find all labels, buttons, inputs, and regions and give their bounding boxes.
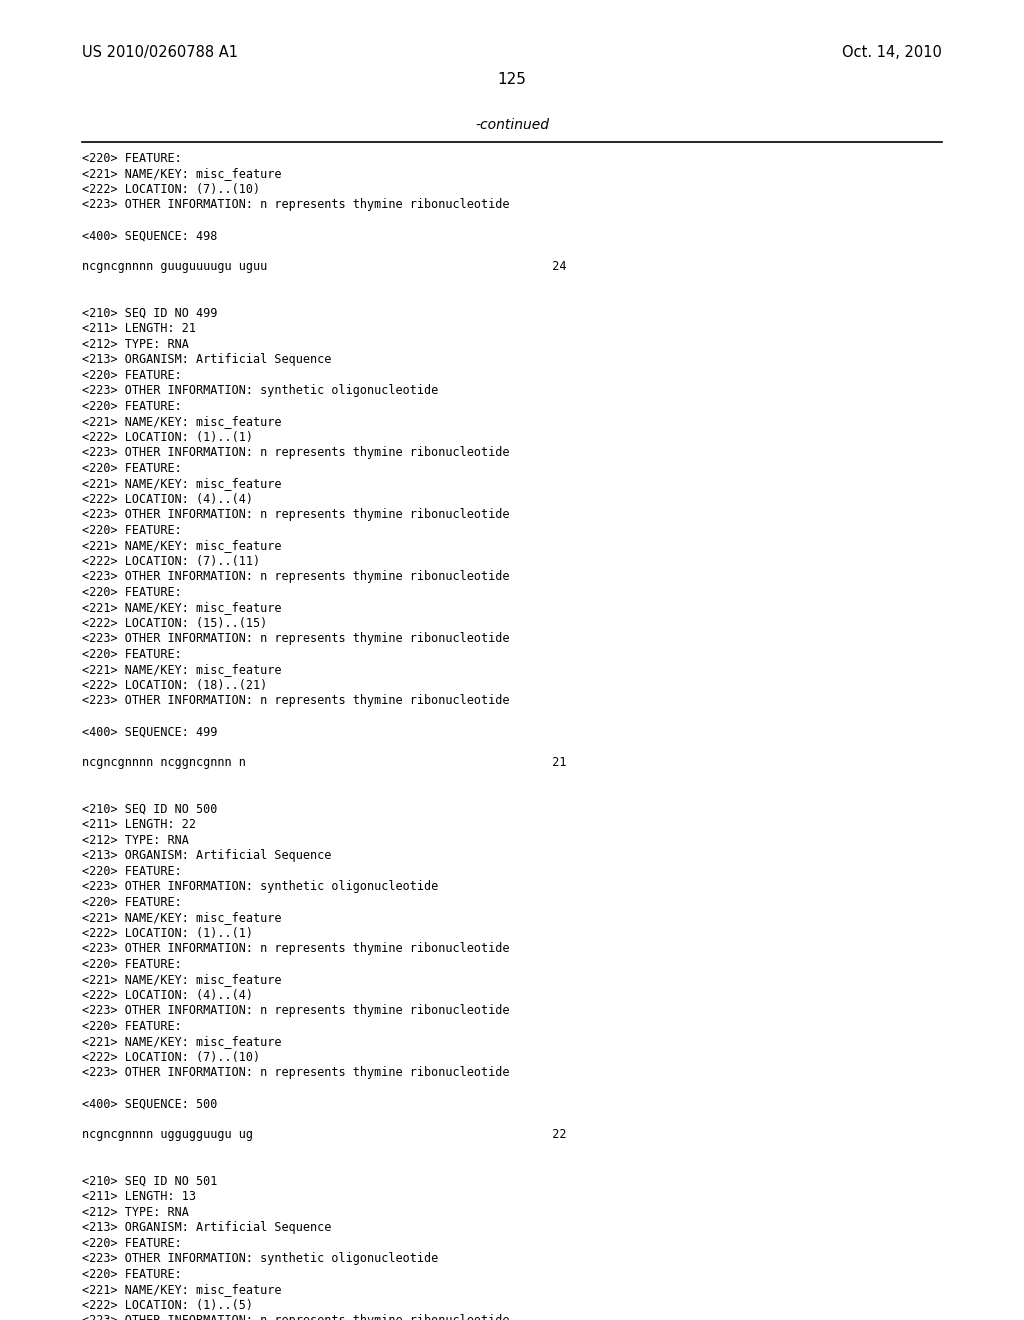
Text: <220> FEATURE:: <220> FEATURE: bbox=[82, 896, 181, 909]
Text: <223> OTHER INFORMATION: n represents thymine ribonucleotide: <223> OTHER INFORMATION: n represents th… bbox=[82, 632, 510, 645]
Text: ncgncgnnnn guuguuuugu uguu                                        24: ncgncgnnnn guuguuuugu uguu 24 bbox=[82, 260, 566, 273]
Text: <400> SEQUENCE: 499: <400> SEQUENCE: 499 bbox=[82, 726, 217, 738]
Text: <221> NAME/KEY: misc_feature: <221> NAME/KEY: misc_feature bbox=[82, 973, 282, 986]
Text: <213> ORGANISM: Artificial Sequence: <213> ORGANISM: Artificial Sequence bbox=[82, 850, 332, 862]
Text: <222> LOCATION: (4)..(4): <222> LOCATION: (4)..(4) bbox=[82, 989, 253, 1002]
Text: <223> OTHER INFORMATION: synthetic oligonucleotide: <223> OTHER INFORMATION: synthetic oligo… bbox=[82, 1253, 438, 1266]
Text: <213> ORGANISM: Artificial Sequence: <213> ORGANISM: Artificial Sequence bbox=[82, 1221, 332, 1234]
Text: <220> FEATURE:: <220> FEATURE: bbox=[82, 152, 181, 165]
Text: <222> LOCATION: (1)..(1): <222> LOCATION: (1)..(1) bbox=[82, 432, 253, 444]
Text: <221> NAME/KEY: misc_feature: <221> NAME/KEY: misc_feature bbox=[82, 168, 282, 181]
Text: <400> SEQUENCE: 498: <400> SEQUENCE: 498 bbox=[82, 230, 217, 243]
Text: <223> OTHER INFORMATION: n represents thymine ribonucleotide: <223> OTHER INFORMATION: n represents th… bbox=[82, 1005, 510, 1018]
Text: <222> LOCATION: (7)..(11): <222> LOCATION: (7)..(11) bbox=[82, 554, 260, 568]
Text: <222> LOCATION: (15)..(15): <222> LOCATION: (15)..(15) bbox=[82, 616, 267, 630]
Text: <220> FEATURE:: <220> FEATURE: bbox=[82, 524, 181, 537]
Text: <211> LENGTH: 21: <211> LENGTH: 21 bbox=[82, 322, 196, 335]
Text: <220> FEATURE:: <220> FEATURE: bbox=[82, 1020, 181, 1034]
Text: <220> FEATURE:: <220> FEATURE: bbox=[82, 1269, 181, 1280]
Text: <220> FEATURE:: <220> FEATURE: bbox=[82, 370, 181, 381]
Text: <223> OTHER INFORMATION: n represents thymine ribonucleotide: <223> OTHER INFORMATION: n represents th… bbox=[82, 1067, 510, 1080]
Text: <220> FEATURE:: <220> FEATURE: bbox=[82, 1237, 181, 1250]
Text: US 2010/0260788 A1: US 2010/0260788 A1 bbox=[82, 45, 238, 59]
Text: <223> OTHER INFORMATION: n represents thymine ribonucleotide: <223> OTHER INFORMATION: n represents th… bbox=[82, 508, 510, 521]
Text: <222> LOCATION: (1)..(5): <222> LOCATION: (1)..(5) bbox=[82, 1299, 253, 1312]
Text: <223> OTHER INFORMATION: n represents thymine ribonucleotide: <223> OTHER INFORMATION: n represents th… bbox=[82, 198, 510, 211]
Text: <220> FEATURE:: <220> FEATURE: bbox=[82, 586, 181, 599]
Text: ncgncgnnnn ncggncgnnn n                                           21: ncgncgnnnn ncggncgnnn n 21 bbox=[82, 756, 566, 770]
Text: <212> TYPE: RNA: <212> TYPE: RNA bbox=[82, 338, 188, 351]
Text: 125: 125 bbox=[498, 73, 526, 87]
Text: <220> FEATURE:: <220> FEATURE: bbox=[82, 462, 181, 475]
Text: <223> OTHER INFORMATION: n represents thymine ribonucleotide: <223> OTHER INFORMATION: n represents th… bbox=[82, 1315, 510, 1320]
Text: <210> SEQ ID NO 499: <210> SEQ ID NO 499 bbox=[82, 308, 217, 319]
Text: <221> NAME/KEY: misc_feature: <221> NAME/KEY: misc_feature bbox=[82, 540, 282, 553]
Text: Oct. 14, 2010: Oct. 14, 2010 bbox=[842, 45, 942, 59]
Text: <221> NAME/KEY: misc_feature: <221> NAME/KEY: misc_feature bbox=[82, 1283, 282, 1296]
Text: <223> OTHER INFORMATION: n represents thymine ribonucleotide: <223> OTHER INFORMATION: n represents th… bbox=[82, 570, 510, 583]
Text: <212> TYPE: RNA: <212> TYPE: RNA bbox=[82, 834, 188, 847]
Text: <211> LENGTH: 22: <211> LENGTH: 22 bbox=[82, 818, 196, 832]
Text: <221> NAME/KEY: misc_feature: <221> NAME/KEY: misc_feature bbox=[82, 1035, 282, 1048]
Text: <210> SEQ ID NO 501: <210> SEQ ID NO 501 bbox=[82, 1175, 217, 1188]
Text: <221> NAME/KEY: misc_feature: <221> NAME/KEY: misc_feature bbox=[82, 416, 282, 429]
Text: <210> SEQ ID NO 500: <210> SEQ ID NO 500 bbox=[82, 803, 217, 816]
Text: <220> FEATURE:: <220> FEATURE: bbox=[82, 958, 181, 972]
Text: <223> OTHER INFORMATION: synthetic oligonucleotide: <223> OTHER INFORMATION: synthetic oligo… bbox=[82, 880, 438, 894]
Text: <221> NAME/KEY: misc_feature: <221> NAME/KEY: misc_feature bbox=[82, 664, 282, 676]
Text: <222> LOCATION: (18)..(21): <222> LOCATION: (18)..(21) bbox=[82, 678, 267, 692]
Text: <400> SEQUENCE: 500: <400> SEQUENCE: 500 bbox=[82, 1097, 217, 1110]
Text: <223> OTHER INFORMATION: synthetic oligonucleotide: <223> OTHER INFORMATION: synthetic oligo… bbox=[82, 384, 438, 397]
Text: <221> NAME/KEY: misc_feature: <221> NAME/KEY: misc_feature bbox=[82, 602, 282, 615]
Text: <222> LOCATION: (7)..(10): <222> LOCATION: (7)..(10) bbox=[82, 183, 260, 195]
Text: <221> NAME/KEY: misc_feature: <221> NAME/KEY: misc_feature bbox=[82, 478, 282, 491]
Text: <213> ORGANISM: Artificial Sequence: <213> ORGANISM: Artificial Sequence bbox=[82, 354, 332, 367]
Text: <223> OTHER INFORMATION: n represents thymine ribonucleotide: <223> OTHER INFORMATION: n represents th… bbox=[82, 942, 510, 956]
Text: <222> LOCATION: (7)..(10): <222> LOCATION: (7)..(10) bbox=[82, 1051, 260, 1064]
Text: <220> FEATURE:: <220> FEATURE: bbox=[82, 865, 181, 878]
Text: <221> NAME/KEY: misc_feature: <221> NAME/KEY: misc_feature bbox=[82, 912, 282, 924]
Text: <220> FEATURE:: <220> FEATURE: bbox=[82, 400, 181, 413]
Text: <222> LOCATION: (4)..(4): <222> LOCATION: (4)..(4) bbox=[82, 492, 253, 506]
Text: <212> TYPE: RNA: <212> TYPE: RNA bbox=[82, 1206, 188, 1218]
Text: <211> LENGTH: 13: <211> LENGTH: 13 bbox=[82, 1191, 196, 1204]
Text: ncgncgnnnn uggugguugu ug                                          22: ncgncgnnnn uggugguugu ug 22 bbox=[82, 1129, 566, 1142]
Text: <220> FEATURE:: <220> FEATURE: bbox=[82, 648, 181, 661]
Text: <223> OTHER INFORMATION: n represents thymine ribonucleotide: <223> OTHER INFORMATION: n represents th… bbox=[82, 694, 510, 708]
Text: <222> LOCATION: (1)..(1): <222> LOCATION: (1)..(1) bbox=[82, 927, 253, 940]
Text: <223> OTHER INFORMATION: n represents thymine ribonucleotide: <223> OTHER INFORMATION: n represents th… bbox=[82, 446, 510, 459]
Text: -continued: -continued bbox=[475, 117, 549, 132]
